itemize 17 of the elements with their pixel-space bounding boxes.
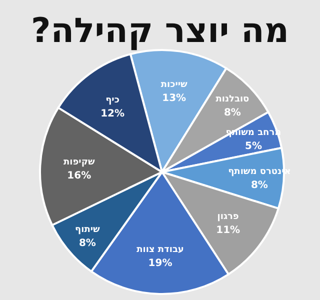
data-label: 11% [216,225,240,236]
chart-title: מה יוצר קהילה? [30,11,290,51]
slice-label: פרגון [217,212,239,222]
slice-label: עבודת צוות [136,244,184,255]
data-label: 13% [162,92,186,104]
data-label: 19% [148,258,172,269]
data-label: 16% [67,170,92,182]
data-label: 8% [78,238,96,249]
data-label: 5% [244,140,262,152]
slice-label: סובלנות [216,94,250,104]
slice-label: שייכות [160,80,188,90]
data-label: 8% [224,107,241,118]
slice-label: שקיפות [64,158,95,168]
data-label: 12% [100,108,125,120]
slice-label: כיף [106,95,120,106]
slice-label: שיתוף [75,224,100,235]
data-label: 8% [250,180,268,192]
